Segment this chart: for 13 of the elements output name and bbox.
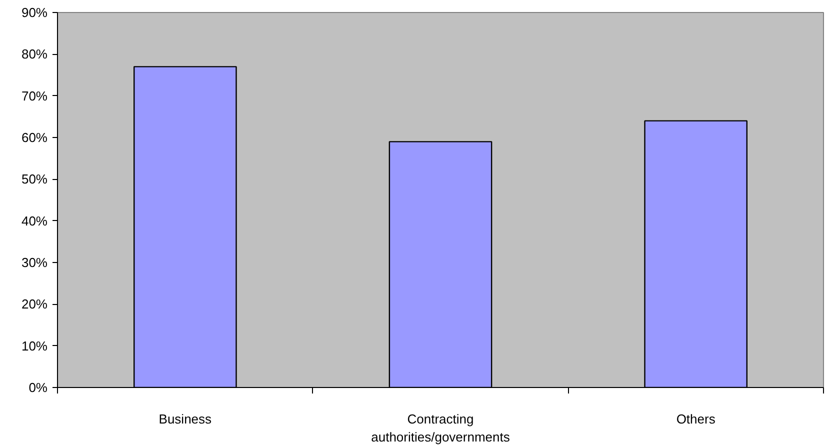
x-tick-label: Contracting authorities/governments <box>371 412 510 444</box>
y-tick-label: 20% <box>21 296 48 312</box>
x-tick-label: Business <box>158 412 212 426</box>
y-tick-label: 50% <box>21 172 48 187</box>
y-tick-label: 0% <box>28 380 48 395</box>
y-tick-label: 60% <box>21 130 48 145</box>
y-tick-label: 40% <box>21 213 48 228</box>
y-tick-label: 30% <box>21 255 48 270</box>
y-tick-label: 80% <box>21 46 48 62</box>
y-tick-label: 90% <box>21 5 48 20</box>
x-tick-label: Others <box>676 412 716 426</box>
y-tick-label: 70% <box>21 88 48 104</box>
y-tick-label: 10% <box>21 338 48 354</box>
